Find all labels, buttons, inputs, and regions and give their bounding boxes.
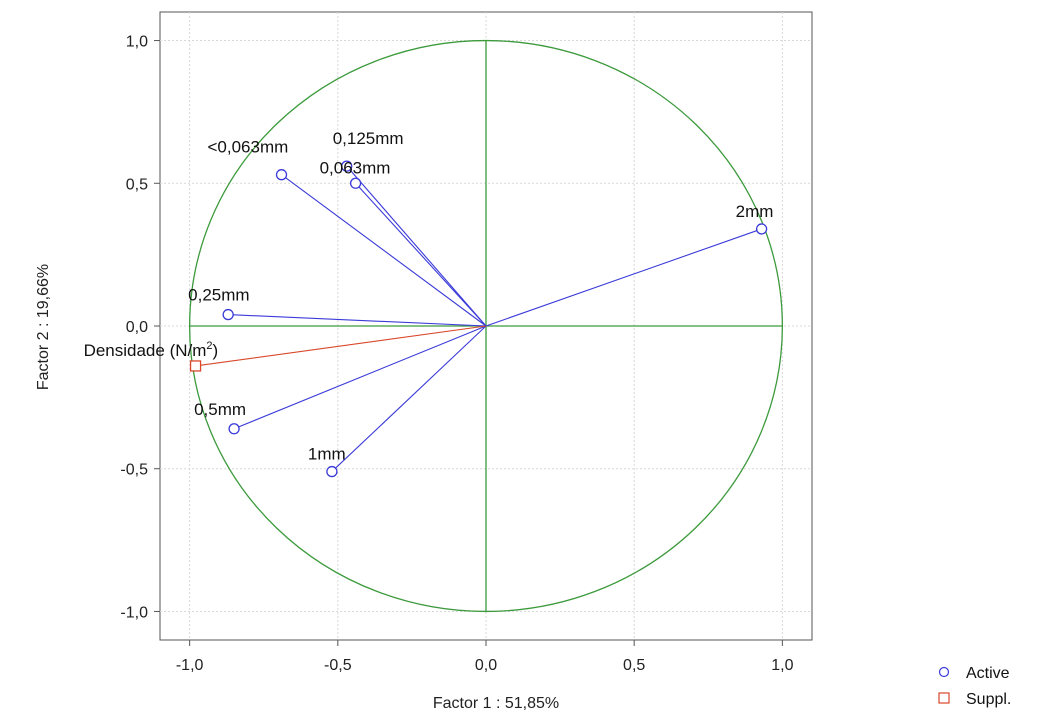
x-tick-label-2: 0,0 bbox=[475, 657, 497, 674]
points bbox=[189, 160, 768, 478]
point-active-4 bbox=[222, 308, 234, 321]
legend-label-0: Active bbox=[966, 665, 1010, 682]
point-label-active-4: 0,25mm bbox=[188, 286, 249, 305]
y-tick-label-0: 1,0 bbox=[126, 34, 148, 51]
y-tick-label-3: -0,5 bbox=[120, 462, 148, 479]
vector-line-active-1 bbox=[346, 165, 487, 327]
legend-marker-active bbox=[938, 666, 950, 678]
point-suppl-0 bbox=[189, 360, 202, 372]
point-label-suppl-sup: 2 bbox=[206, 340, 212, 352]
x-tick-label-0: -1,0 bbox=[176, 657, 204, 674]
vector-line-active-0 bbox=[281, 174, 487, 327]
point-active-1 bbox=[341, 160, 353, 172]
y-tick-label-1: 0,5 bbox=[126, 176, 148, 193]
x-tick-label-1: -0,5 bbox=[324, 657, 352, 674]
tick-labels: -1,0 -0,5 0,0 0,5 1,0 1,0 0,5 0,0 -0,5 -1,0 bbox=[120, 34, 793, 674]
vector-line-active-3 bbox=[485, 228, 762, 327]
point-labels: <0,063mm 0,125mm 0,063mm 2mm 0,25mm 0,5mm 1mm D… bbox=[84, 129, 774, 463]
y-tick-label-2: 0,0 bbox=[126, 319, 148, 336]
vector-line-active-4 bbox=[228, 314, 487, 327]
vector-line-active-6 bbox=[331, 325, 487, 472]
legend-label-1: Suppl. bbox=[966, 691, 1011, 708]
point-active-5 bbox=[228, 423, 240, 435]
point-label-active-6: 1mm bbox=[308, 445, 346, 464]
point-active-6 bbox=[326, 465, 338, 478]
point-label-suppl-0: Densidade (N/m2) bbox=[84, 340, 219, 360]
x-tick-label-4: 1,0 bbox=[771, 657, 793, 674]
point-active-0 bbox=[275, 169, 288, 181]
vector-line-suppl-0 bbox=[195, 325, 487, 367]
point-label-active-5: 0,5mm bbox=[194, 400, 246, 419]
y-tick-label-4: -1,0 bbox=[120, 604, 148, 621]
x-axis-title: Factor 1 : 51,85% bbox=[433, 695, 559, 712]
point-active-2 bbox=[349, 177, 362, 189]
vectors bbox=[195, 165, 762, 472]
vector-line-active-5 bbox=[233, 325, 487, 430]
y-axis-title: Factor 2 : 19,66% bbox=[35, 264, 52, 390]
point-label-active-3: 2mm bbox=[736, 202, 774, 221]
point-label-suppl-close: ) bbox=[213, 341, 219, 360]
vector-line-active-2 bbox=[355, 182, 487, 327]
point-label-suppl-text: Densidade (N/m bbox=[84, 341, 207, 360]
legend-marker-suppl bbox=[938, 692, 950, 704]
point-active-3 bbox=[755, 223, 768, 235]
point-label-active-0: <0,063mm bbox=[208, 138, 289, 157]
x-tick-label-3: 0,5 bbox=[623, 657, 645, 674]
point-label-active-1: 0,125mm bbox=[333, 129, 404, 148]
point-label-active-2: 0,063mm bbox=[320, 158, 391, 177]
legend: Active Suppl. bbox=[938, 665, 1011, 708]
